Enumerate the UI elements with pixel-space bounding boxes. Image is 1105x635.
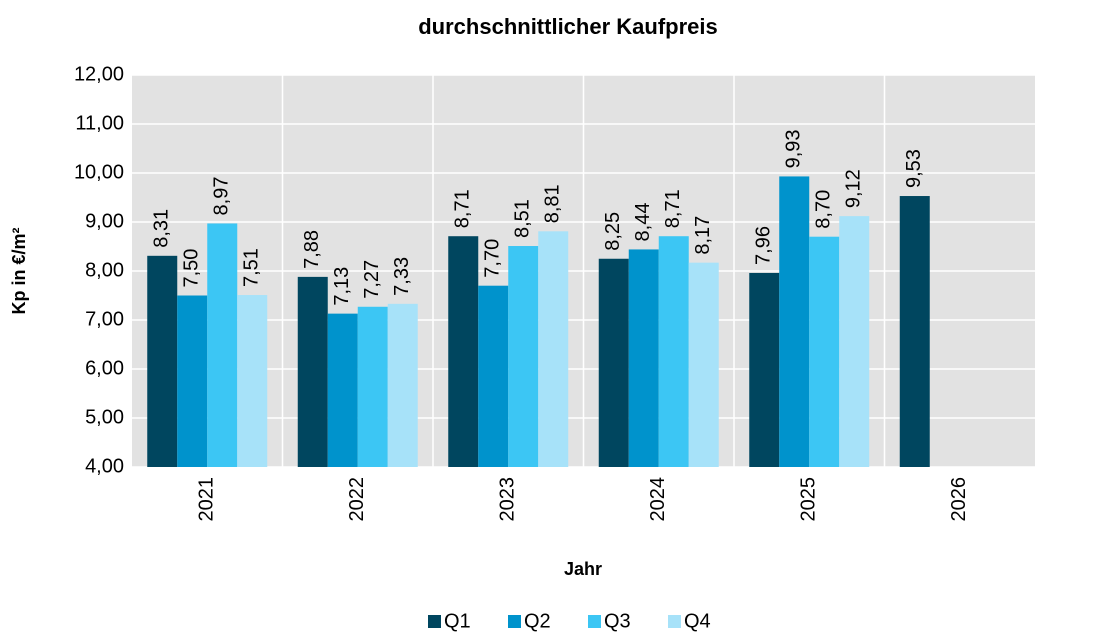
value-label: 9,12	[843, 169, 865, 208]
x-tick-label: 2023	[497, 477, 519, 522]
bar	[327, 313, 358, 467]
y-tick-label: 8,00	[85, 259, 124, 281]
x-axis-title: Jahr	[564, 559, 602, 579]
bar	[538, 231, 569, 467]
y-tick-label: 6,00	[85, 357, 124, 379]
value-label: 8,97	[211, 177, 233, 216]
bar	[357, 306, 388, 467]
bar	[749, 272, 780, 467]
bar	[598, 258, 629, 467]
value-label: 7,70	[482, 239, 504, 278]
bar	[387, 303, 418, 467]
value-label: 8,51	[512, 199, 534, 238]
value-label: 8,31	[151, 209, 173, 248]
value-label: 7,51	[241, 248, 263, 287]
value-label: 7,27	[361, 260, 383, 299]
y-tick-label: 11,00	[75, 112, 124, 134]
value-label: 7,96	[753, 226, 775, 265]
y-tick-label: 5,00	[85, 406, 124, 428]
value-label: 7,50	[181, 249, 203, 288]
y-tick-label: 7,00	[85, 308, 124, 330]
value-label: 8,44	[632, 203, 654, 242]
bar	[207, 223, 238, 467]
bar	[297, 276, 328, 467]
x-tick-label: 2025	[798, 477, 820, 522]
bar	[237, 295, 268, 467]
bar	[147, 255, 178, 467]
bar	[899, 196, 930, 467]
bar	[809, 236, 840, 467]
value-label: 8,17	[692, 216, 714, 255]
y-tick-label: 4,00	[85, 455, 124, 477]
value-label: 8,71	[662, 189, 684, 228]
x-tick-label: 2021	[196, 477, 218, 522]
bar	[478, 285, 509, 467]
legend-label: Q4	[684, 610, 711, 632]
y-tick-label: 12,00	[74, 63, 124, 85]
x-tick-label: 2022	[346, 477, 368, 522]
value-label: 9,53	[903, 149, 925, 188]
value-label: 7,33	[391, 257, 413, 296]
bar	[508, 246, 539, 467]
value-label: 8,70	[813, 190, 835, 229]
value-label: 8,71	[452, 189, 474, 228]
legend-swatch	[588, 615, 601, 628]
legend-swatch	[508, 615, 521, 628]
value-label: 8,81	[542, 184, 564, 223]
value-label: 8,25	[602, 212, 624, 251]
legend-label: Q2	[524, 610, 551, 632]
y-axis-title: Kp in €/m²	[9, 227, 29, 314]
legend-swatch	[668, 615, 681, 628]
legend-swatch	[428, 615, 441, 628]
y-tick-label: 9,00	[85, 210, 124, 232]
legend-label: Q3	[604, 610, 631, 632]
x-tick-label: 2024	[647, 477, 669, 522]
value-label: 7,13	[331, 267, 353, 306]
bar	[177, 295, 208, 467]
bar	[779, 176, 810, 467]
value-label: 9,93	[783, 129, 805, 168]
legend-label: Q1	[444, 610, 471, 632]
value-label: 7,88	[301, 230, 323, 269]
chart-title: durchschnittlicher Kaufpreis	[418, 14, 718, 39]
bar	[839, 216, 870, 467]
bar	[628, 249, 659, 467]
bar	[448, 236, 479, 467]
x-tick-label: 2026	[948, 477, 970, 522]
bar	[688, 262, 719, 467]
bar	[658, 236, 689, 467]
y-tick-label: 10,00	[74, 161, 124, 183]
